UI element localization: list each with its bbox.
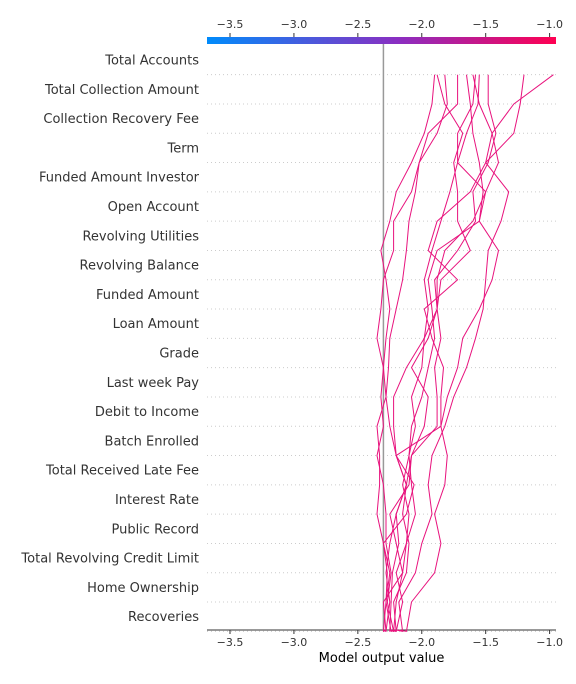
bottom-tick-label: −3.5 xyxy=(217,636,244,649)
feature-label: Collection Recovery Fee xyxy=(43,112,199,127)
decision-line xyxy=(393,74,497,632)
top-tick-label: −2.5 xyxy=(344,18,371,31)
x-axis-title: Model output value xyxy=(319,651,445,666)
feature-label: Public Record xyxy=(111,522,199,537)
decision-line xyxy=(398,74,499,632)
feature-label: Interest Rate xyxy=(115,493,199,508)
decision-line xyxy=(389,74,484,632)
bottom-tick-label: −2.0 xyxy=(408,636,435,649)
decision-line xyxy=(382,74,471,632)
feature-label: Total Accounts xyxy=(104,54,199,69)
decision-line xyxy=(376,74,448,632)
feature-label: Last week Pay xyxy=(107,376,200,391)
bottom-tick-label: −1.0 xyxy=(536,636,563,649)
gridlines xyxy=(207,74,556,632)
feature-label: Batch Enrolled xyxy=(105,434,199,449)
feature-label: Revolving Balance xyxy=(80,259,199,274)
top-tick-label: −3.0 xyxy=(281,18,308,31)
decision-lines xyxy=(376,74,554,632)
x-axes: −3.5 −3.5 −3.0 −3.0 −2.5 −2.5 −2.0 −2.0 −1.5 −1.5… xyxy=(207,18,563,649)
feature-label: Funded Amount Investor xyxy=(39,171,200,186)
decision-line xyxy=(396,74,554,632)
feature-label: Recoveries xyxy=(128,610,199,625)
bottom-tick-label: −3.0 xyxy=(281,636,308,649)
decision-line xyxy=(385,74,499,632)
top-tick-label: −2.0 xyxy=(408,18,435,31)
feature-label: Total Collection Amount xyxy=(44,83,199,98)
decision-line xyxy=(385,74,459,632)
feature-label: Total Revolving Credit Limit xyxy=(20,552,199,567)
top-tick-label: −1.5 xyxy=(472,18,499,31)
top-tick-label: −1.0 xyxy=(536,18,563,31)
feature-label: Total Received Late Fee xyxy=(45,464,199,479)
colorbar xyxy=(207,37,556,44)
top-tick-label: −3.5 xyxy=(217,18,244,31)
feature-labels: Total Accounts Total Collection Amount Col… xyxy=(20,54,199,626)
feature-label: Home Ownership xyxy=(87,581,199,596)
feature-label: Term xyxy=(166,141,199,156)
feature-label: Revolving Utilities xyxy=(82,229,199,244)
bottom-tick-label: −1.5 xyxy=(472,636,499,649)
feature-label: Grade xyxy=(159,347,199,362)
feature-label: Funded Amount xyxy=(96,288,199,303)
bottom-tick-label: −2.5 xyxy=(344,636,371,649)
feature-label: Loan Amount xyxy=(113,317,199,332)
feature-label: Debit to Income xyxy=(95,405,199,420)
decision-line xyxy=(389,74,525,632)
feature-label: Open Account xyxy=(108,200,199,215)
